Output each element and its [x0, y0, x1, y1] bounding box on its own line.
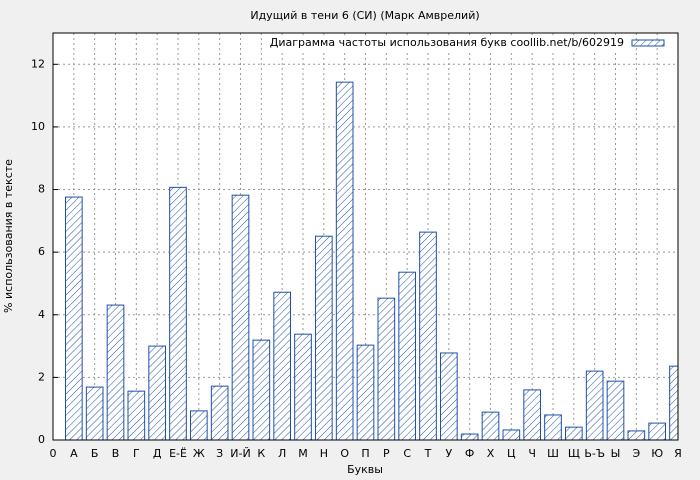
x-tick-label: А — [70, 447, 78, 460]
x-axis-label: Буквы — [347, 463, 383, 476]
legend-label: Диаграмма частоты использования букв coo… — [270, 36, 624, 49]
x-tick-label: Ц — [507, 447, 516, 460]
bar — [315, 235, 333, 440]
y-tick-label: 8 — [38, 183, 45, 196]
bar — [460, 433, 479, 440]
bar — [273, 291, 292, 440]
bar — [565, 426, 583, 440]
x-tick-label: И-Й — [230, 447, 250, 460]
bar — [127, 390, 146, 440]
x-tick-label: Ш — [547, 447, 559, 460]
bar — [648, 422, 666, 440]
x-tick-label: Г — [133, 447, 140, 460]
x-tick-label: Ь-Ъ — [584, 447, 605, 460]
y-tick-label: 2 — [38, 370, 45, 383]
bar — [502, 429, 521, 440]
bar — [148, 345, 166, 440]
bar — [440, 352, 458, 440]
x-tick-label: М — [298, 447, 308, 460]
x-tick-label: Ы — [611, 447, 621, 460]
y-tick-label: 10 — [31, 120, 45, 133]
x-tick-label: С — [403, 447, 411, 460]
x-tick-label: Х — [487, 447, 495, 460]
x-tick-label: Л — [278, 447, 286, 460]
y-tick-label: 0 — [38, 433, 45, 446]
y-tick-label: 4 — [38, 308, 45, 321]
x-tick-label: У — [445, 447, 452, 460]
legend-swatch — [631, 39, 665, 47]
bar — [169, 186, 187, 440]
bar — [294, 333, 312, 440]
x-tick-label: П — [361, 447, 369, 460]
x-tick-label: Ю — [651, 447, 663, 460]
chart-title: Идущий в тени 6 (СИ) (Марк Амврелий) — [250, 9, 479, 22]
x-tick-label: Ч — [528, 447, 536, 460]
bar — [627, 430, 646, 440]
x-tick-label: Я — [674, 447, 682, 460]
bar — [419, 231, 437, 440]
x-tick-label: Е-Ё — [169, 447, 187, 460]
y-axis-label: % использования в тексте — [2, 159, 15, 313]
bar — [356, 344, 375, 440]
x-tick-label: Ж — [193, 447, 205, 460]
bar — [398, 271, 417, 440]
bar — [335, 81, 354, 440]
y-tick-label: 12 — [31, 57, 45, 70]
x-tick-label: Э — [632, 447, 640, 460]
x-tick-label: Щ — [568, 447, 580, 460]
y-tick-label: 6 — [38, 245, 45, 258]
x-tick-label: Д — [153, 447, 162, 460]
bar — [377, 297, 396, 440]
x-tick-label: З — [216, 447, 223, 460]
bar — [65, 196, 83, 440]
legend-background — [266, 35, 628, 50]
x-tick-label: 0 — [50, 447, 57, 460]
bar — [585, 370, 604, 440]
x-tick-label: О — [340, 447, 349, 460]
bar — [252, 339, 271, 440]
x-tick-label: К — [257, 447, 265, 460]
bar — [231, 194, 250, 440]
x-tick-label: В — [112, 447, 120, 460]
plot-frame — [52, 32, 679, 441]
x-tick-label: Р — [383, 447, 390, 460]
bar — [544, 414, 562, 440]
x-tick-label: Н — [320, 447, 328, 460]
bar — [190, 410, 208, 440]
bar — [210, 385, 229, 440]
x-tick-label: Ф — [465, 447, 474, 460]
x-tick-label: Б — [91, 447, 99, 460]
bar — [481, 411, 500, 440]
bar — [523, 389, 541, 440]
bar — [606, 380, 625, 440]
bar — [669, 365, 678, 440]
bar — [106, 304, 125, 440]
x-tick-label: Т — [424, 447, 432, 460]
bar — [85, 386, 104, 440]
